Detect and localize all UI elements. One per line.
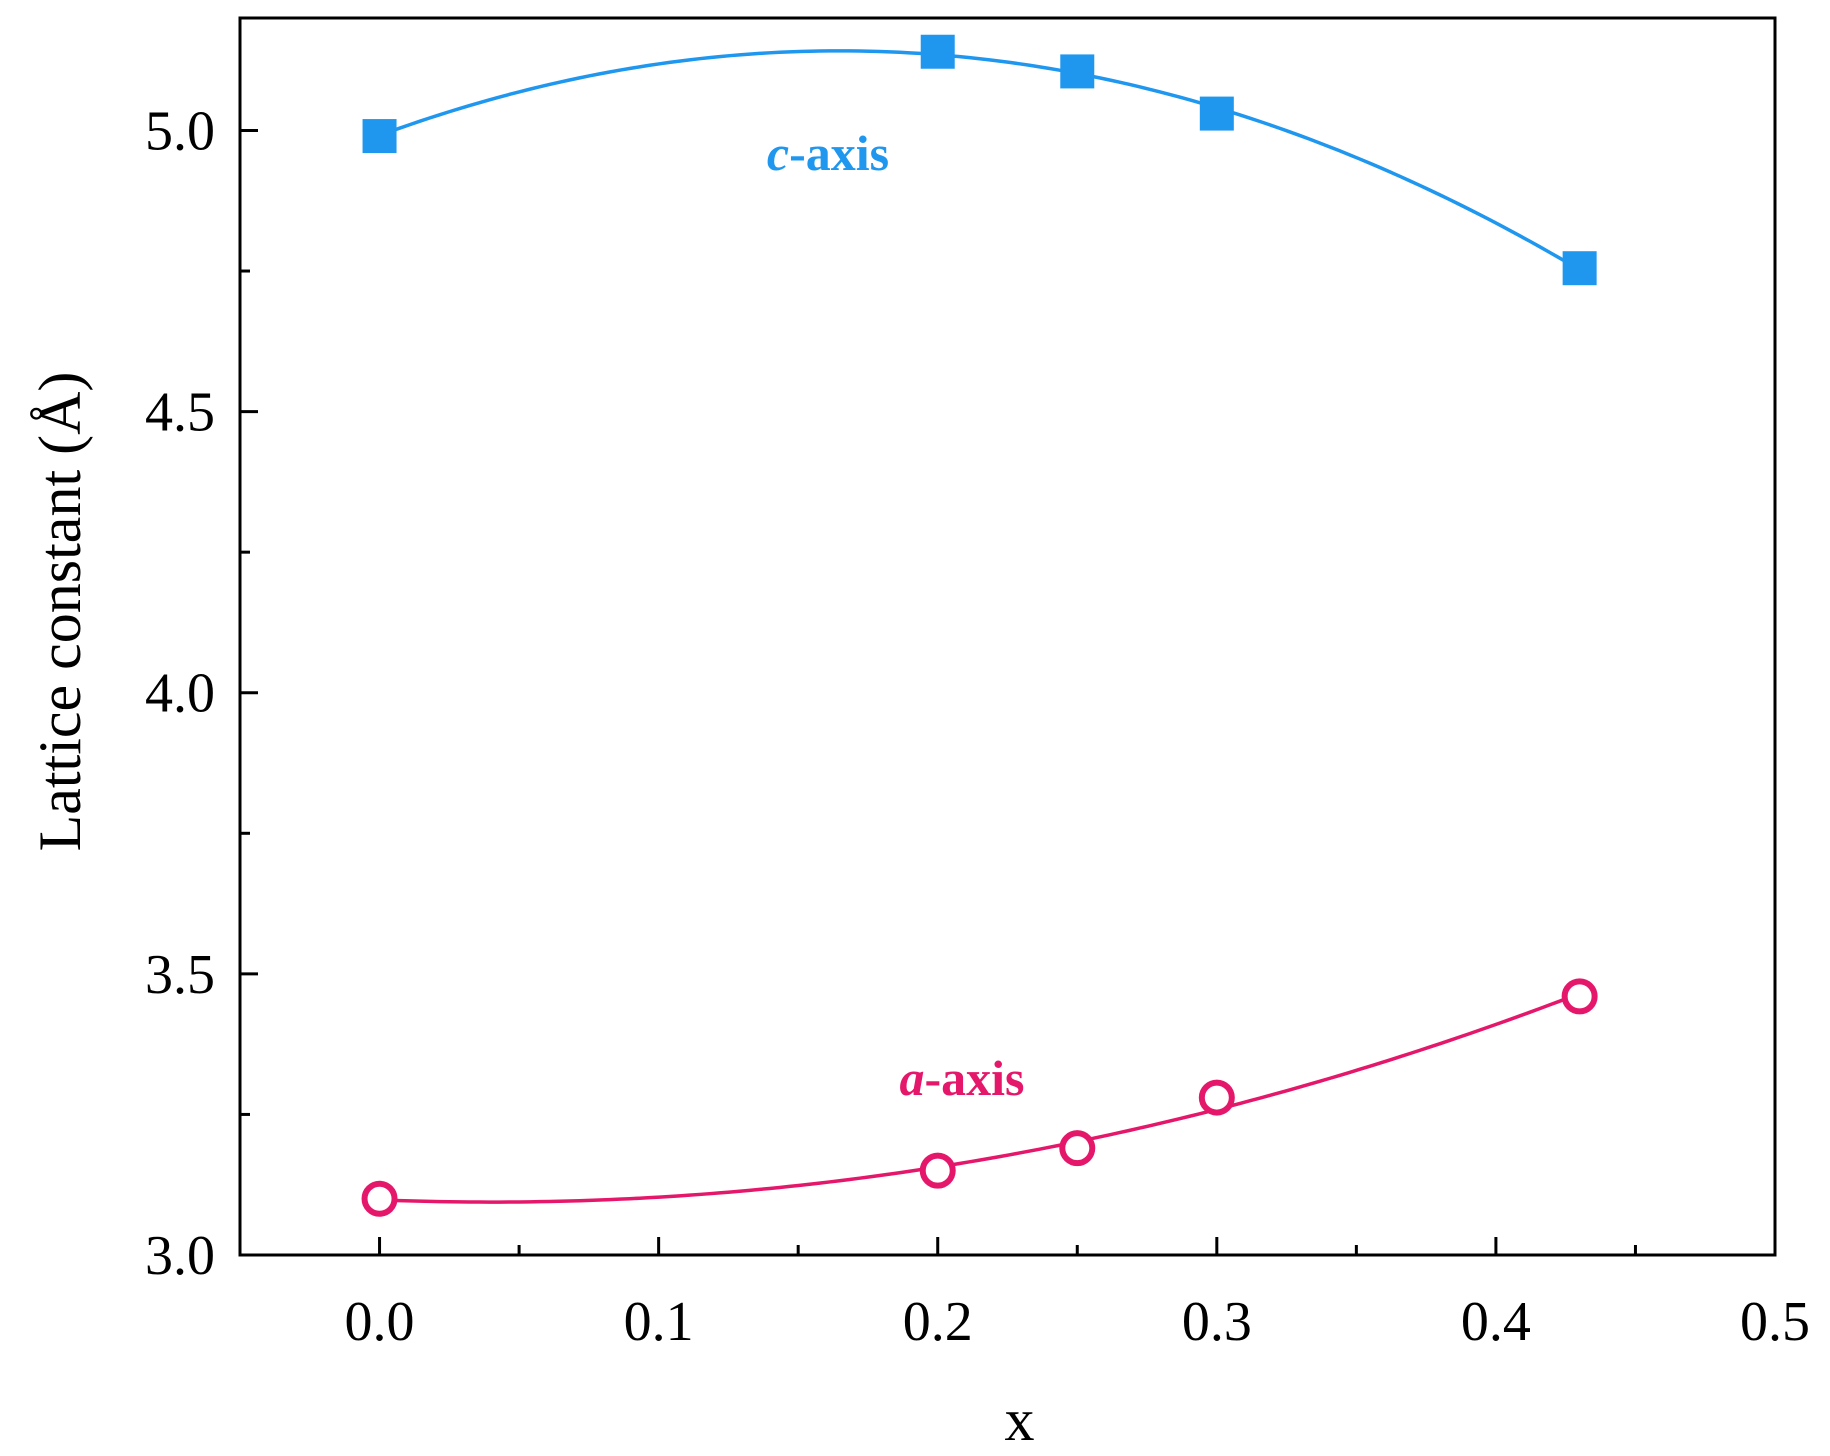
x-tick-label: 0.2 bbox=[903, 1291, 973, 1353]
data-point-circle bbox=[361, 1180, 398, 1217]
series-label-a-rest: -axis bbox=[925, 1050, 1025, 1106]
data-point-circle bbox=[1561, 978, 1598, 1015]
data-point-square bbox=[920, 34, 955, 69]
series-label-c-axis: c-axis bbox=[767, 125, 889, 181]
data-point-square bbox=[1060, 54, 1095, 89]
data-point-circle bbox=[1198, 1079, 1235, 1116]
data-markers bbox=[361, 34, 1598, 1217]
fit-curve-series-0 bbox=[378, 49, 1581, 272]
data-point-square bbox=[1562, 251, 1597, 286]
y-tick-label: 5.0 bbox=[145, 100, 215, 162]
x-tick-label: 0.5 bbox=[1740, 1291, 1810, 1353]
series-label-a-italic: a bbox=[900, 1050, 925, 1106]
x-tick-label: 0.3 bbox=[1182, 1291, 1252, 1353]
x-tick-label: 0.1 bbox=[624, 1291, 694, 1353]
axis-ticks bbox=[240, 128, 1777, 1257]
y-axis-title: Lattice constant (Å) bbox=[27, 372, 93, 852]
data-point-circle bbox=[919, 1152, 956, 1189]
plot-frame bbox=[238, 16, 1777, 1257]
data-point-circle bbox=[1059, 1130, 1096, 1167]
y-tick-label: 4.5 bbox=[145, 382, 215, 444]
x-axis-title: x bbox=[1005, 1387, 1035, 1453]
fit-curves bbox=[378, 49, 1581, 1204]
data-point-square bbox=[1199, 96, 1234, 131]
y-tick-labels: 3.0 3.5 4.0 4.5 5.0 bbox=[145, 100, 215, 1287]
x-tick-label: 0.4 bbox=[1461, 1291, 1531, 1353]
fit-curve-series-1 bbox=[379, 991, 1581, 1204]
series-label-a-axis: a-axis bbox=[900, 1050, 1025, 1106]
y-tick-label: 3.5 bbox=[145, 944, 215, 1006]
series-label-c-italic: c bbox=[767, 125, 789, 181]
x-tick-label: 0.0 bbox=[345, 1291, 415, 1353]
y-tick-label: 4.0 bbox=[145, 663, 215, 725]
x-tick-labels: 0.0 0.1 0.2 0.3 0.4 0.5 bbox=[345, 1291, 1810, 1353]
series-label-c-rest: -axis bbox=[789, 125, 889, 181]
data-point-square bbox=[362, 119, 397, 154]
y-tick-label: 3.0 bbox=[145, 1225, 215, 1287]
